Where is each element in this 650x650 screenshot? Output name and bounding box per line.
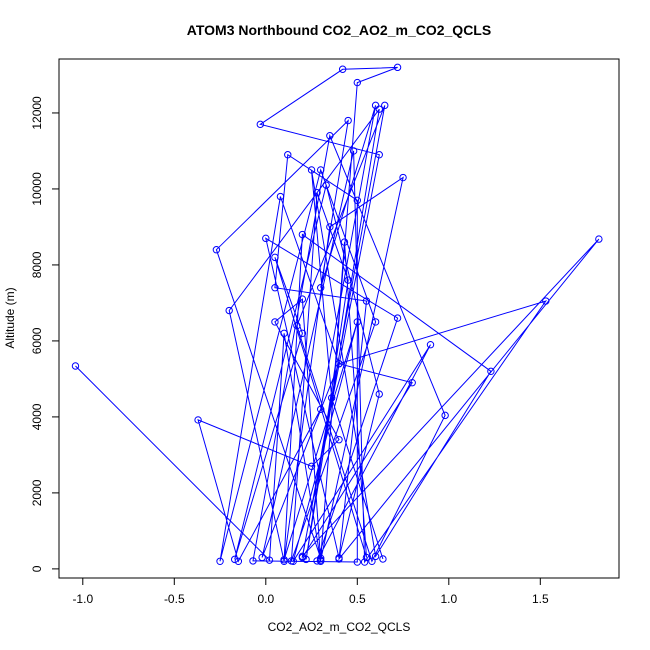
data-point (335, 360, 343, 368)
y-tick-label: 10000 (30, 172, 44, 206)
data-point (262, 234, 270, 243)
data-point (326, 132, 334, 140)
y-tick-label: 0 (30, 565, 44, 572)
x-tick-label: -1.0 (72, 592, 93, 606)
data-point (375, 390, 383, 398)
data-point (408, 379, 416, 387)
data-point (335, 554, 343, 562)
x-tick-label: -0.5 (164, 592, 185, 606)
y-tick-label: 2000 (30, 479, 44, 506)
data-point (368, 557, 376, 565)
data-point (362, 553, 371, 562)
data-point (298, 295, 307, 303)
data-point (353, 558, 362, 566)
data-point (322, 181, 330, 189)
x-tick-label: 1.0 (440, 592, 457, 606)
data-point (441, 411, 449, 420)
data-point (313, 557, 321, 565)
data-point (280, 329, 288, 338)
data-point (393, 63, 402, 72)
data-point (353, 318, 362, 326)
data-point (316, 556, 325, 564)
data-point (399, 173, 407, 182)
data-point (426, 341, 435, 349)
data-point (340, 238, 349, 246)
x-axis: -1.0 -0.5 0.0 0.5 1.0 1.5 (72, 577, 549, 606)
data-point (349, 147, 358, 155)
data-point (362, 297, 371, 305)
data-point (316, 166, 325, 174)
data-point (595, 235, 603, 243)
data-point (276, 192, 285, 201)
plot-area (71, 63, 603, 566)
chart-title: ATOM3 Northbound CO2_AO2_m_CO2_QCLS (187, 22, 491, 38)
data-point (338, 65, 347, 73)
data-point (344, 276, 352, 284)
data-point (375, 151, 383, 159)
data-point (265, 556, 274, 564)
data-point (71, 362, 80, 370)
data-point (335, 436, 343, 444)
y-axis: 0 2000 4000 6000 8000 10000 12000 (30, 96, 60, 572)
data-point (230, 555, 239, 564)
data-point (381, 101, 389, 110)
data-point (307, 166, 316, 174)
data-point (293, 322, 301, 330)
data-point (316, 284, 325, 292)
data-point (379, 555, 387, 563)
data-point (280, 556, 288, 564)
x-tick-label: 0.5 (349, 592, 366, 606)
data-point (542, 297, 550, 305)
data-point (298, 230, 307, 239)
data-point (307, 462, 316, 470)
data-point (225, 306, 233, 315)
data-point (256, 120, 265, 129)
x-tick-label: 1.5 (532, 592, 549, 606)
data-point (298, 329, 307, 338)
y-axis-label: Altitude (m) (3, 287, 17, 348)
data-point (371, 318, 380, 326)
data-point (194, 416, 202, 424)
y-tick-label: 4000 (30, 403, 44, 430)
data-point (284, 151, 292, 159)
data-point (258, 553, 266, 562)
y-tick-label: 8000 (30, 251, 44, 278)
x-axis-label: CO2_AO2_m_CO2_QCLS (268, 620, 411, 634)
data-point (375, 105, 383, 113)
y-tick-label: 12000 (30, 96, 44, 130)
data-point (298, 553, 307, 562)
y-tick-label: 6000 (30, 327, 44, 354)
data-point (302, 555, 310, 564)
data-point (371, 101, 380, 110)
x-tick-label: 0.0 (257, 592, 274, 606)
data-point (249, 557, 257, 565)
data-point (353, 196, 362, 205)
data-point (289, 557, 297, 565)
series-line (75, 66, 600, 564)
data-point (327, 394, 336, 402)
data-point (326, 223, 334, 231)
data-point (360, 558, 369, 566)
data-point (212, 246, 221, 254)
data-point (216, 557, 224, 565)
data-point (271, 253, 279, 262)
data-point (393, 314, 402, 322)
data-point (487, 367, 495, 376)
data-point (344, 116, 352, 125)
data-point (316, 405, 325, 414)
data-point (313, 189, 321, 197)
data-point (271, 318, 279, 326)
data-point (353, 78, 362, 87)
data-point (234, 557, 243, 565)
data-point (371, 552, 380, 561)
data-point (271, 284, 279, 292)
